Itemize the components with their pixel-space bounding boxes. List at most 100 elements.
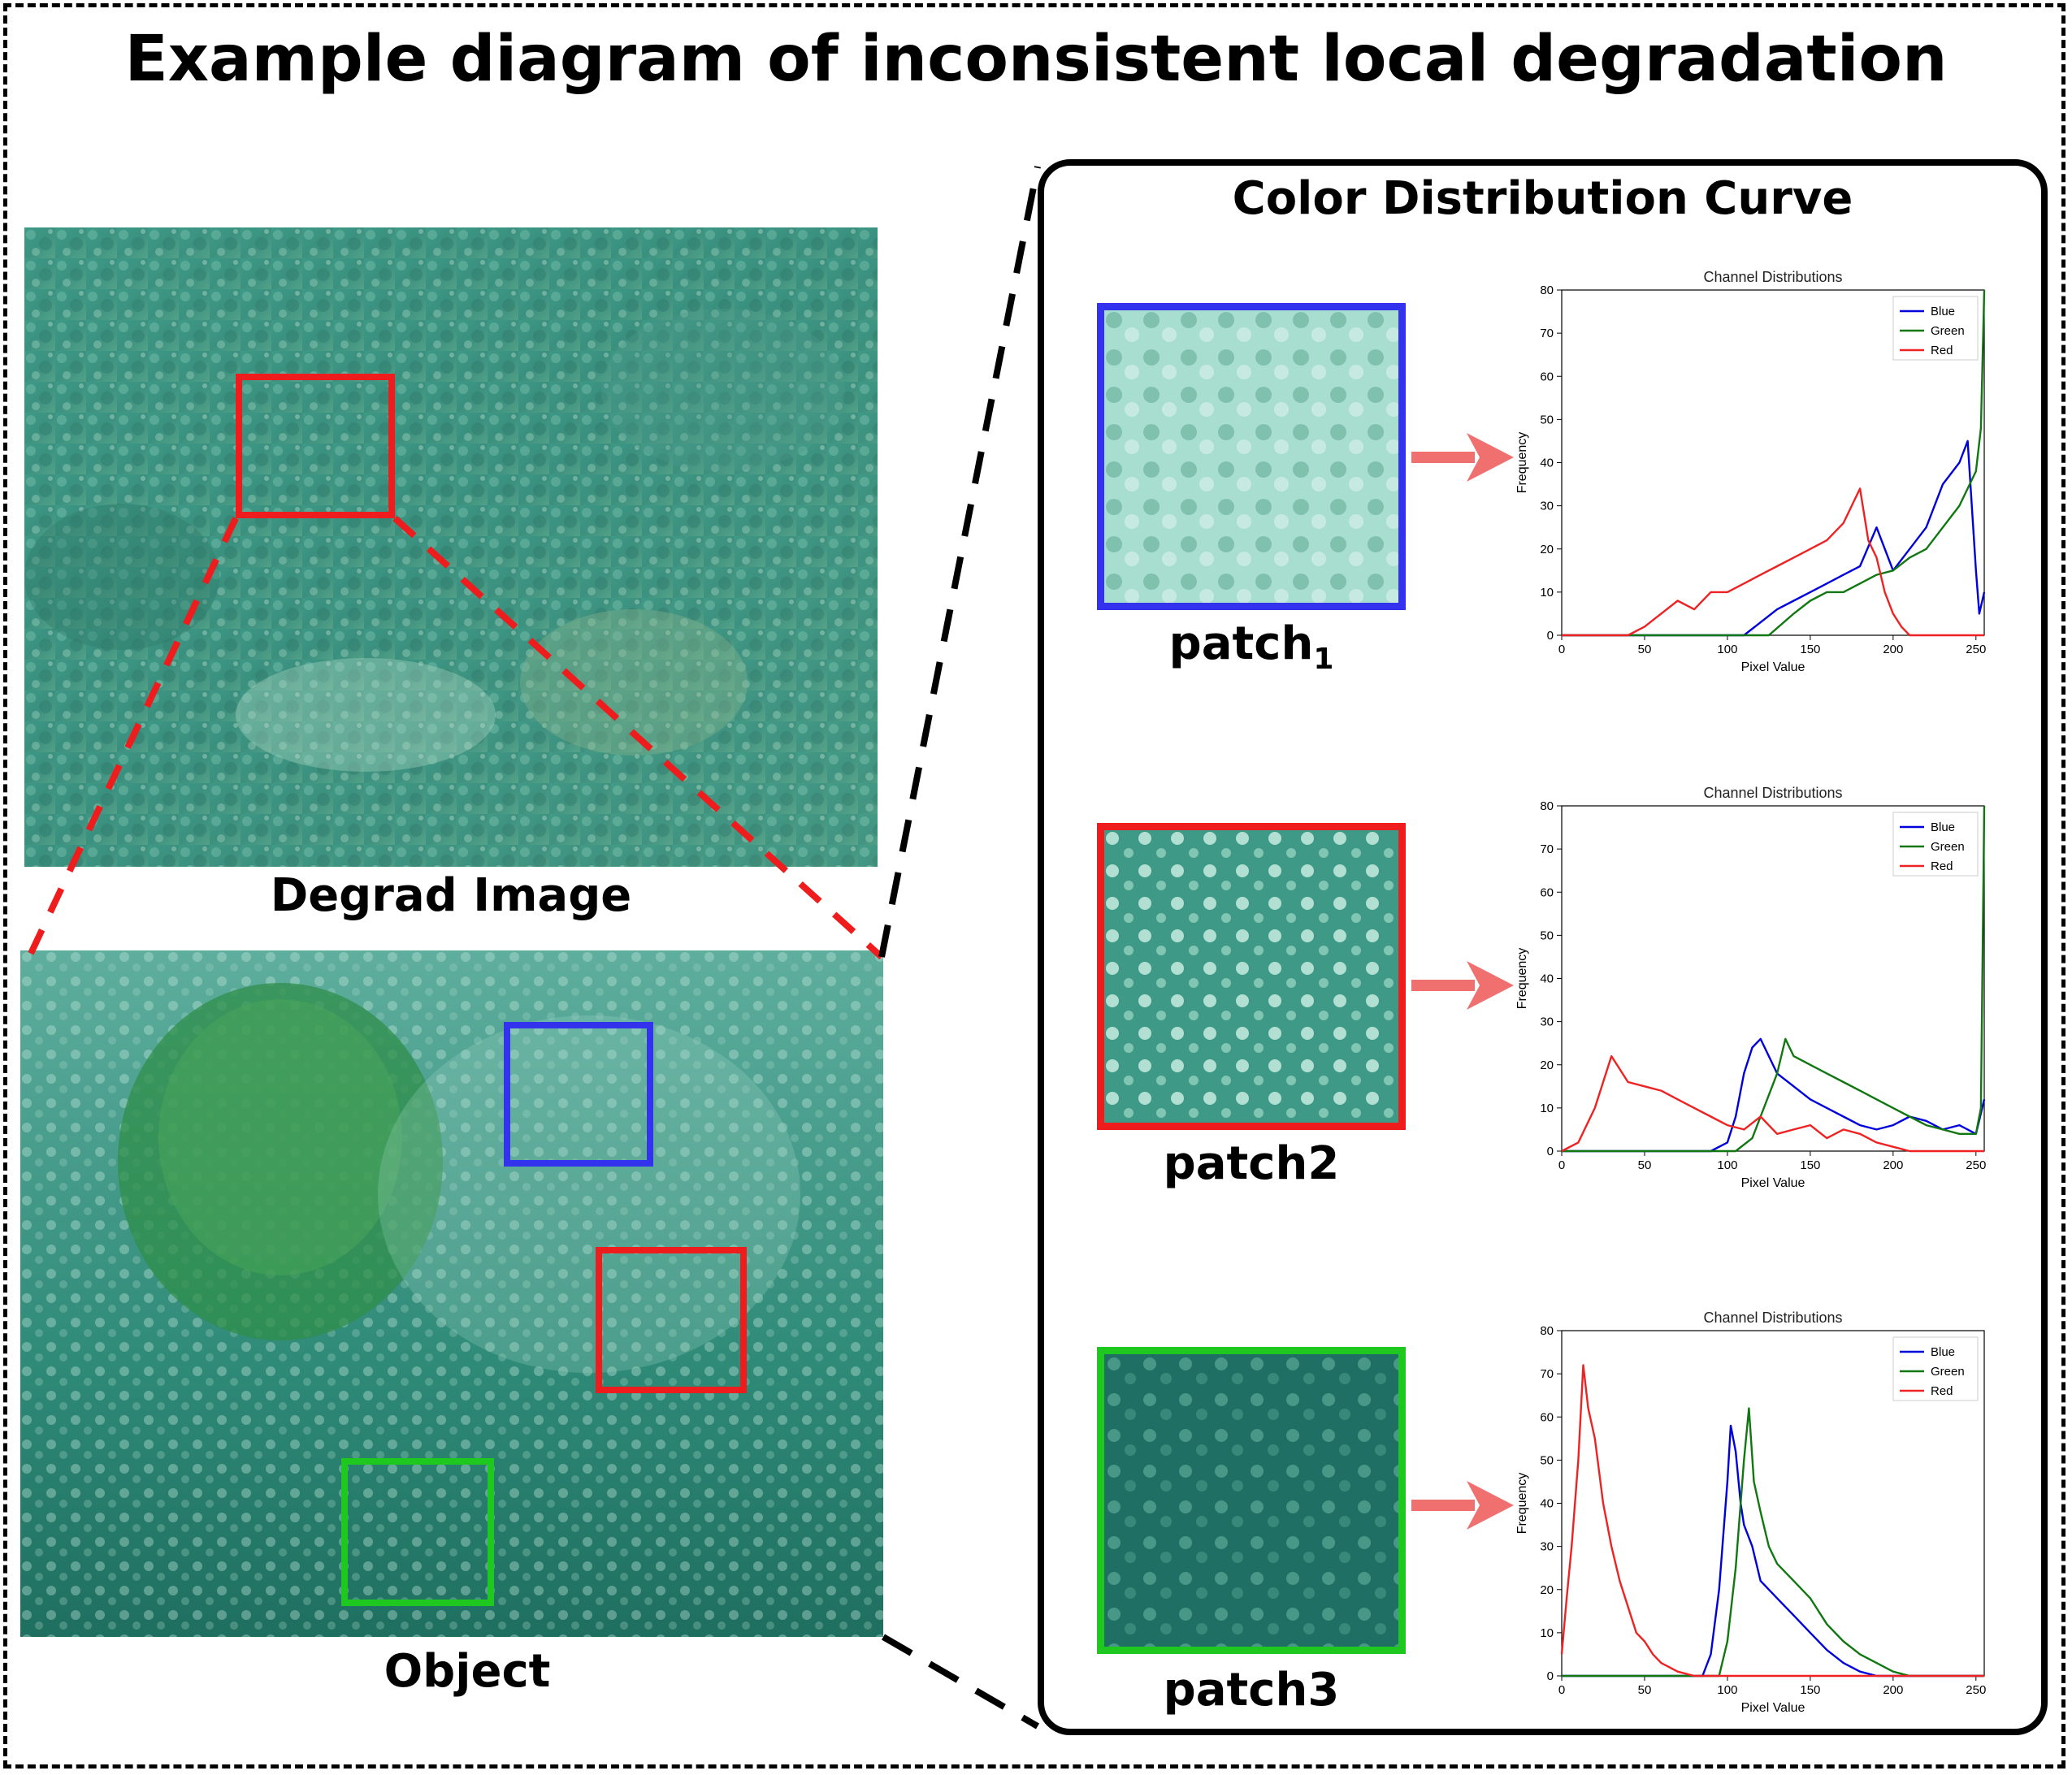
legend-label-blue: Blue [1931, 1345, 1955, 1359]
x-tick-label: 250 [1966, 1683, 1986, 1697]
series-line-green [1562, 289, 1986, 637]
y-axis-label: Frequency [1515, 948, 1529, 1010]
legend-label-green: Green [1931, 840, 1965, 854]
outer-dashed-border [3, 3, 2065, 1769]
chart-patch3: Channel Distributions 0 50 100 150 200 250 0 10 2… [1515, 1310, 1986, 1715]
y-tick-label: 50 [1540, 929, 1554, 942]
y-tick-label: 30 [1540, 1015, 1554, 1029]
y-tick-label: 20 [1540, 543, 1554, 556]
x-tick-label: 250 [1966, 1158, 1986, 1172]
patch3-label: patch3 [1163, 1664, 1340, 1717]
x-axis-label: Pixel Value [1741, 1176, 1805, 1190]
zoom-line-right [392, 516, 884, 959]
patch1-label: patch1 [1097, 617, 1406, 676]
legend-label-blue: Blue [1931, 820, 1955, 834]
patch3-region-box [341, 1458, 494, 1606]
y-tick-label: 50 [1540, 413, 1554, 426]
x-tick-label: 100 [1717, 643, 1737, 656]
legend-label-green: Green [1931, 1365, 1965, 1379]
x-tick-label: 150 [1800, 643, 1820, 656]
object-image [20, 950, 883, 1637]
y-tick-label: 20 [1540, 1059, 1554, 1072]
patch3-thumbnail [1097, 1347, 1406, 1654]
panel-line-bottom [881, 1634, 1040, 1730]
y-axis-label: Frequency [1515, 432, 1529, 494]
y-tick-label: 80 [1540, 799, 1554, 813]
chart-title: Channel Distributions [1703, 269, 1842, 285]
y-tick-label: 60 [1540, 885, 1554, 899]
legend-label-red: Red [1931, 859, 1953, 873]
y-tick-label: 60 [1540, 370, 1554, 383]
series-line-blue [1562, 439, 1986, 637]
x-tick-label: 150 [1800, 1683, 1820, 1697]
y-tick-label: 30 [1540, 500, 1554, 513]
series-line-green [1562, 1407, 1984, 1678]
x-tick-label: 100 [1717, 1158, 1737, 1172]
x-axis-label: Pixel Value [1741, 1701, 1805, 1715]
degraded-image [24, 227, 878, 867]
y-tick-label: 80 [1540, 284, 1554, 297]
y-tick-label: 40 [1540, 972, 1554, 986]
patch1-region-box [504, 1022, 653, 1167]
series-line-red [1562, 487, 1984, 637]
series-line-green [1562, 805, 1986, 1153]
y-tick-label: 70 [1540, 327, 1554, 340]
y-tick-label: 0 [1547, 629, 1554, 643]
y-tick-label: 40 [1540, 1497, 1554, 1511]
figure-title: Example diagram of inconsistent local de… [124, 23, 1948, 96]
y-tick-label: 20 [1540, 1583, 1554, 1597]
y-tick-label: 60 [1540, 1410, 1554, 1424]
degraded-image-texture [24, 227, 878, 867]
y-tick-label: 10 [1540, 1626, 1554, 1640]
x-axis-label: Pixel Value [1741, 660, 1805, 674]
x-tick-label: 150 [1800, 1158, 1820, 1172]
series-line-red [1561, 1054, 1984, 1153]
chart-patch1: Channel Distributions 0 50 100 150 200 250 0 10 2… [1515, 269, 1986, 674]
x-tick-label: 200 [1883, 1683, 1903, 1697]
chart-patch2: Channel Distributions 0 50 100 150 200 250 0 10 2… [1515, 785, 1986, 1190]
legend-label-blue: Blue [1931, 305, 1955, 318]
y-tick-label: 50 [1540, 1453, 1554, 1467]
x-tick-label: 0 [1558, 1683, 1565, 1697]
chart-title: Channel Distributions [1703, 1310, 1842, 1326]
x-tick-label: 50 [1638, 1158, 1652, 1172]
y-tick-label: 30 [1540, 1540, 1554, 1554]
x-tick-label: 50 [1638, 1683, 1652, 1697]
patch2-thumbnail [1097, 823, 1406, 1130]
patch1-label-name: patch [1168, 617, 1314, 670]
patch2-region-box [596, 1247, 747, 1393]
series-line-blue [1562, 1037, 1986, 1153]
y-tick-label: 10 [1540, 1102, 1554, 1115]
patch2-label: patch2 [1163, 1137, 1340, 1190]
legend-label-red: Red [1931, 344, 1953, 357]
x-tick-label: 250 [1966, 643, 1986, 656]
arrow-patch1 [1411, 433, 1514, 482]
object-image-texture [20, 950, 883, 1637]
legend-label-red: Red [1931, 1384, 1953, 1398]
object-image-caption: Object [384, 1645, 551, 1698]
zoom-line-left [25, 517, 239, 960]
legend-label-green: Green [1931, 324, 1965, 338]
x-tick-label: 200 [1883, 643, 1903, 656]
y-axis-label: Frequency [1515, 1473, 1529, 1535]
y-tick-label: 0 [1547, 1669, 1554, 1683]
y-tick-label: 80 [1540, 1324, 1554, 1338]
series-line-red [1560, 1364, 1984, 1678]
y-tick-label: 70 [1540, 1367, 1554, 1381]
y-tick-label: 10 [1540, 586, 1554, 600]
x-tick-label: 0 [1558, 643, 1565, 656]
series-line-blue [1562, 1424, 1984, 1678]
panel-line-top [878, 166, 1041, 958]
x-tick-label: 50 [1638, 643, 1652, 656]
patch1-texture [1104, 310, 1398, 603]
x-tick-label: 0 [1558, 1158, 1565, 1172]
y-tick-label: 0 [1547, 1145, 1554, 1158]
degraded-image-caption: Degrad Image [270, 869, 632, 922]
y-tick-label: 70 [1540, 842, 1554, 856]
arrow-patch2 [1411, 961, 1514, 1010]
source-region-box [236, 374, 395, 518]
chart-title: Channel Distributions [1703, 785, 1842, 801]
patch1-thumbnail [1097, 303, 1406, 610]
